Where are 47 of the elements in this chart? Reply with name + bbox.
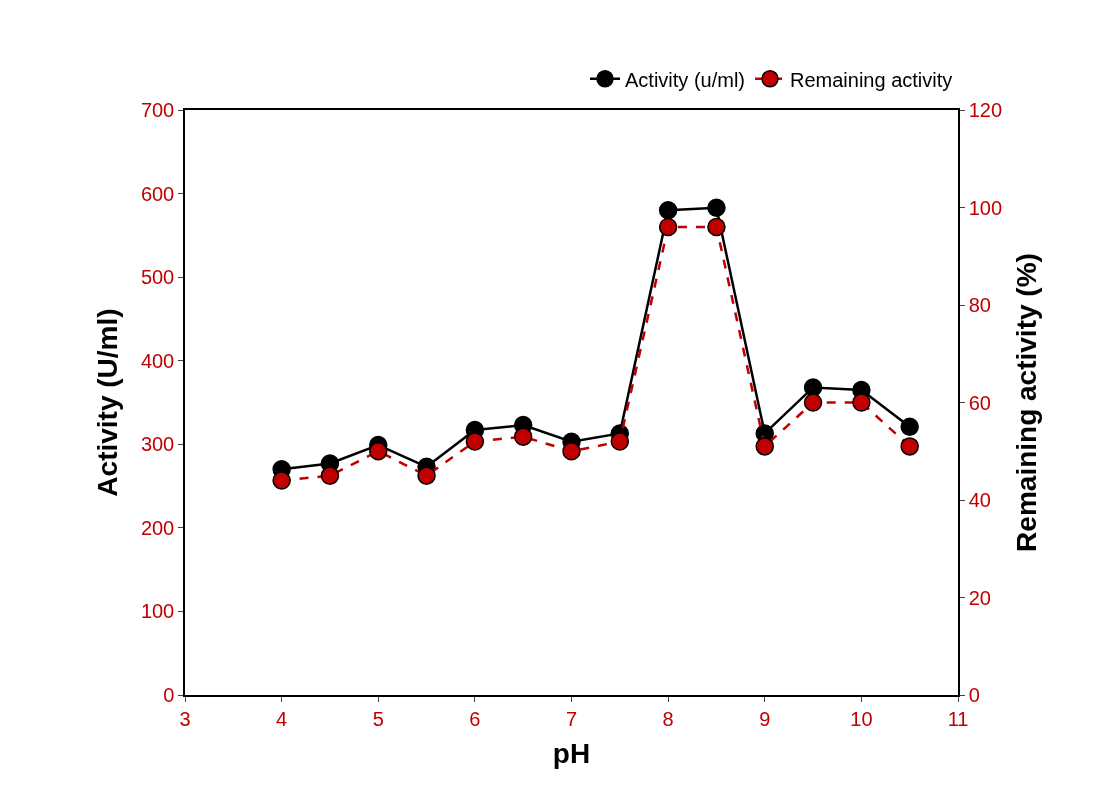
x-tick-label: 10	[850, 707, 873, 730]
point	[562, 442, 581, 461]
x-tick-label: 6	[469, 707, 481, 730]
x-tick-label: 8	[662, 707, 674, 730]
y2-tick-label: 40	[968, 489, 991, 511]
y2-axis-title: Remaining activity (%)	[1010, 253, 1042, 552]
y2-tick-label: 80	[968, 294, 991, 316]
y2-tick-label: 20	[968, 586, 991, 609]
point	[658, 217, 678, 237]
y-tick-label: 500	[140, 266, 175, 289]
y-tick-label: 200	[140, 516, 175, 539]
point	[803, 378, 823, 397]
y2-tick-label: 60	[968, 391, 991, 414]
point	[900, 417, 919, 436]
y-axis-title: Activity (U/ml)	[92, 308, 124, 497]
point	[369, 442, 388, 461]
legend-label: Activity (u/ml)	[625, 68, 745, 91]
y-tick-label: 0	[163, 684, 175, 706]
y-tick-label: 400	[140, 349, 175, 372]
y-tick-label: 700	[140, 99, 175, 121]
x-tick-label: 3	[179, 707, 191, 730]
point	[320, 466, 340, 485]
y2-tick-label: 120	[968, 99, 1003, 121]
y-tick-label: 300	[140, 433, 175, 456]
point	[417, 466, 436, 485]
y2-tick-label: 100	[968, 196, 1003, 219]
y2-tick-label: 0	[968, 684, 980, 706]
x-tick-label: 7	[565, 707, 578, 730]
point	[272, 471, 291, 490]
point	[755, 437, 774, 456]
point	[707, 198, 726, 218]
point	[852, 393, 871, 412]
point	[900, 437, 919, 456]
point	[465, 432, 485, 451]
legend-label: Remaining activity	[790, 68, 953, 91]
y-tick-label: 100	[140, 600, 175, 623]
x-tick-label: 9	[759, 707, 771, 730]
x-axis-title: pH	[552, 738, 591, 770]
x-tick-label: 4	[276, 707, 288, 730]
y-tick-label: 600	[140, 182, 175, 205]
point	[803, 393, 823, 412]
x-tick-label: 11	[947, 707, 969, 730]
x-tick-label: 5	[372, 707, 384, 730]
point	[658, 201, 678, 220]
point	[513, 427, 533, 446]
point	[610, 432, 630, 451]
point	[707, 217, 726, 237]
